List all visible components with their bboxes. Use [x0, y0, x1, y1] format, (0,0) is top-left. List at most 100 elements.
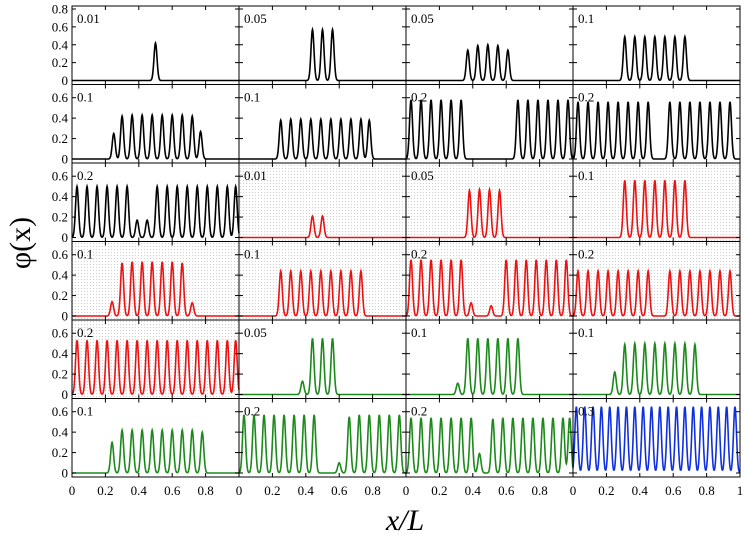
x-tick-label: 0.6: [498, 483, 515, 498]
panel-19: 0.1: [405, 319, 574, 399]
panel-label: 0.2: [77, 325, 93, 340]
series-line: [72, 112, 239, 160]
x-tick-label: 0: [570, 483, 577, 498]
series-line: [406, 42, 573, 82]
x-tick-label: 0: [403, 483, 410, 498]
panel-11: 0.05: [405, 162, 574, 242]
panel-label: 0.2: [578, 247, 594, 262]
y-tick-label: 0.6: [52, 247, 69, 262]
panel-13: 0 0.2 0.4 0.6 0.1: [52, 241, 240, 324]
x-tick-label: 0.6: [331, 483, 348, 498]
y-tick-label: 0.6: [52, 169, 69, 184]
panel-label: 0.1: [578, 11, 594, 26]
x-tick-label: 1: [737, 483, 744, 498]
x-tick-label: 0.2: [97, 483, 113, 498]
series-line: [572, 101, 740, 160]
y-tick-label: 0: [62, 309, 69, 324]
panel-20: 0.1: [572, 319, 741, 399]
x-tick-label: 0.6: [164, 483, 181, 498]
series-line: [405, 259, 574, 317]
y-tick-label: 0: [62, 387, 69, 402]
panel-frame: [238, 84, 407, 164]
panel-label: 0.1: [77, 247, 93, 262]
series-line: [239, 26, 406, 82]
y-tick-label: 0.4: [52, 346, 69, 361]
x-tick-label: 0.4: [465, 483, 482, 498]
panel-4: 0.1: [572, 5, 741, 85]
x-tick-label: 0.4: [632, 483, 649, 498]
series-line: [72, 261, 239, 317]
y-tick-label: 0: [62, 230, 69, 245]
panel-label: 0.05: [244, 325, 267, 340]
panel-label: 0.2: [411, 404, 427, 419]
x-tick-label: 0.6: [665, 483, 682, 498]
panel-24: 0.3: [572, 398, 741, 478]
panel-label: 0.05: [411, 11, 434, 26]
panel-9: 0 0.2 0.4 0.6 0.2: [52, 162, 240, 245]
series-line: [238, 414, 407, 474]
series-line: [72, 40, 239, 82]
y-tick-label: 0.2: [52, 131, 68, 146]
series-line: [573, 34, 740, 82]
y-tick-label: 0.6: [52, 19, 69, 34]
panel-label: 0.05: [411, 168, 434, 183]
panel-label: 0.1: [77, 90, 93, 105]
series-line: [72, 427, 239, 474]
y-tick-label: 0.2: [52, 55, 68, 70]
y-tick-label: 0.6: [52, 90, 69, 105]
series-line: [405, 99, 574, 160]
panel-frame: [572, 398, 741, 478]
series-line: [71, 340, 240, 395]
panel-label: 0.1: [244, 247, 260, 262]
x-tick-labels: 0 0.2 0.4 0.6 0.8 0 0.2 0.4 0.6 0.8 0 0.2 0.4 0.6 0.8 0…: [69, 483, 744, 498]
x-tick-label: 0.2: [431, 483, 447, 498]
panel-label: 0.2: [578, 90, 594, 105]
panel-label: 0.2: [411, 247, 427, 262]
panel-label: 0.1: [578, 325, 594, 340]
y-tick-label: 0.6: [52, 404, 69, 419]
y-tick-label: 0.4: [52, 189, 69, 204]
x-tick-label: 0.4: [131, 483, 148, 498]
y-tick-label: 0.4: [52, 268, 69, 283]
x-tick-label: 0.8: [364, 483, 380, 498]
y-tick-label: 0.8: [52, 2, 68, 17]
panel-label: 0.2: [411, 90, 427, 105]
x-tick-label: 0.8: [698, 483, 714, 498]
y-tick-label: 0.2: [52, 445, 68, 460]
x-tick-label: 0.2: [264, 483, 280, 498]
panel-grid: 0 0.2 0.4 0.6 0.8 0.01 0.05 0.05 0.1 0 0.2 0.4 0.6 0.…: [52, 2, 741, 481]
y-tick-label: 0: [62, 466, 69, 481]
series-line: [239, 214, 406, 239]
y-tick-label: 0.4: [52, 425, 69, 440]
panel-14: 0.1: [238, 241, 407, 321]
panel-8: 0.2: [572, 84, 741, 164]
series-line: [406, 338, 573, 396]
x-tick-label: 0: [69, 483, 76, 498]
panel-7: 0.2: [405, 84, 574, 164]
panel-6: 0.1: [238, 84, 407, 164]
panel-15: 0.2: [405, 241, 574, 321]
x-tick-label: 0.4: [298, 483, 315, 498]
y-tick-label: 0.2: [52, 288, 68, 303]
panel-label: 0.01: [244, 168, 267, 183]
series-line: [573, 180, 740, 239]
y-tick-label: 0.4: [52, 37, 69, 52]
series-line: [239, 268, 406, 317]
y-tick-label: 0.2: [52, 210, 68, 225]
panel-label: 0.1: [244, 90, 260, 105]
panel-3: 0.05: [405, 5, 574, 85]
x-axis-label: x/L: [385, 504, 424, 537]
panel-label: 0.1: [578, 168, 594, 183]
panel-23: 0.2: [405, 398, 574, 478]
x-tick-label: 0.2: [598, 483, 614, 498]
panel-label: 0.1: [411, 325, 427, 340]
panel-5: 0 0.2 0.4 0.6 0.1: [52, 84, 240, 167]
panel-10: 0.01: [238, 162, 407, 242]
panel-label: 0.1: [77, 404, 93, 419]
series-line: [239, 338, 406, 396]
panel-label: 0.01: [77, 11, 100, 26]
panel-21: 0 0.2 0.4 0.6 0.1: [52, 398, 240, 481]
panel-2: 0.05: [238, 5, 407, 85]
series-line: [572, 268, 740, 317]
x-tick-label: 0.8: [531, 483, 547, 498]
